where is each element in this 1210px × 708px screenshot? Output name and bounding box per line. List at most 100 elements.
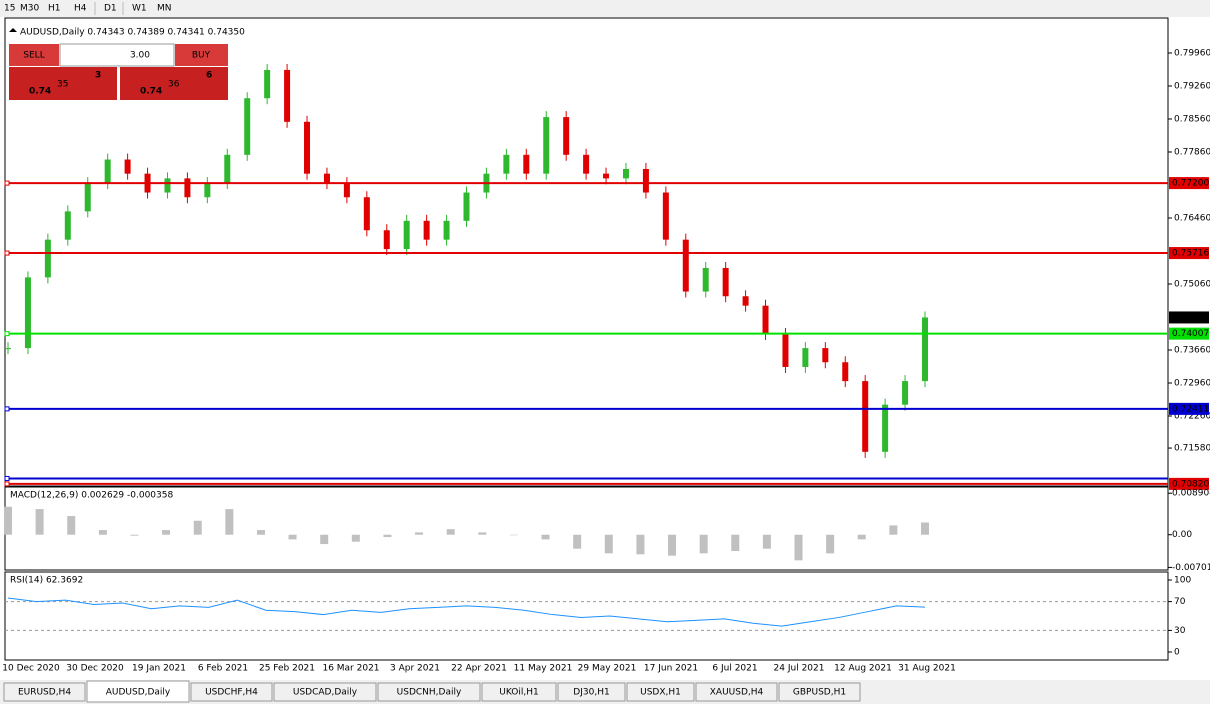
x-tick-label: 16 Mar 2021 [322, 664, 379, 674]
volume-value: 3.00 [130, 51, 150, 61]
candle [84, 183, 91, 212]
current-price-label: 0.74350 [1172, 313, 1209, 323]
candle [343, 183, 350, 198]
tab[interactable] [3, 682, 86, 702]
x-tick-label: 25 Feb 2021 [259, 664, 315, 674]
candle [662, 192, 669, 240]
volume-box[interactable] [59, 43, 175, 67]
x-tick-label: 12 Aug 2021 [834, 664, 892, 674]
y-tick-label: -0.007013 [1172, 563, 1210, 573]
timeframe-button[interactable]: D1 [104, 4, 117, 14]
tab[interactable] [557, 682, 626, 702]
candle [403, 220, 410, 250]
x-tick-label: 29 May 2021 [578, 664, 637, 674]
macd-bar [573, 534, 582, 549]
candle [423, 220, 430, 240]
buy-button[interactable] [175, 44, 228, 66]
y-tick-label: 0 [1174, 648, 1180, 658]
level-handle [4, 250, 10, 256]
candle [363, 197, 370, 231]
macd-bar [98, 530, 107, 535]
candle [323, 173, 330, 184]
price-box[interactable] [120, 67, 228, 100]
level-handle [4, 481, 10, 487]
y-tick-label: 0.79960 [1174, 48, 1210, 58]
price-prefix: 0.74 [29, 87, 51, 97]
macd-bar [320, 534, 329, 545]
x-tick-label: 31 Aug 2021 [898, 664, 956, 674]
level-label: 0.70820 [1172, 479, 1209, 489]
level-label: 0.77200 [1172, 179, 1209, 189]
y-tick-label: 70 [1174, 597, 1186, 607]
y-tick-label: 0.72960 [1174, 378, 1210, 388]
tab[interactable] [695, 682, 778, 702]
toolbar [0, 0, 1210, 17]
macd-title: MACD(12,26,9) 0.002629 -0.000358 [10, 491, 173, 501]
macd-bar [383, 534, 392, 538]
macd-bar [351, 534, 360, 542]
macd-bar [415, 532, 424, 535]
macd-bar [288, 534, 297, 540]
candle [822, 348, 829, 363]
candle [762, 305, 769, 334]
x-tick-label: 6 Jul 2021 [712, 664, 757, 674]
candle [583, 154, 590, 174]
tab[interactable] [778, 682, 861, 702]
macd-bar [256, 530, 265, 535]
tab-label: EURUSD,H4 [18, 688, 71, 698]
macd-bar [604, 534, 613, 554]
macd-bar [921, 522, 929, 535]
tab[interactable] [377, 682, 481, 702]
tab[interactable] [481, 682, 557, 702]
candle [24, 277, 31, 349]
level-handle [4, 475, 10, 481]
candle [304, 121, 311, 174]
candle [5, 348, 11, 350]
x-tick-label: 11 May 2021 [514, 664, 573, 674]
candle [44, 239, 51, 278]
macd-bar [193, 520, 202, 535]
tab-label: XAUUSD,H4 [710, 688, 764, 698]
tab-label: USDCAD,Daily [293, 688, 358, 698]
macd-bar [478, 532, 487, 535]
macd-bar [225, 509, 234, 535]
candle [463, 192, 470, 221]
candle [503, 154, 510, 174]
timeframe-button[interactable]: MN [157, 4, 172, 14]
timeframe-button[interactable]: H1 [48, 4, 61, 14]
level-handle [4, 406, 10, 412]
y-tick-label: 0.78560 [1174, 114, 1210, 124]
macd-bar [130, 534, 139, 536]
y-tick-label: 0.76460 [1174, 213, 1210, 223]
x-tick-label: 3 Apr 2021 [390, 664, 440, 674]
candle [244, 98, 251, 155]
tab[interactable] [273, 682, 377, 702]
candle [64, 211, 71, 240]
price-box[interactable] [9, 67, 117, 100]
y-tick-label: 0.75060 [1174, 279, 1210, 289]
collapse-icon [9, 28, 17, 32]
price-main: 35 [57, 80, 68, 90]
sell-button[interactable] [9, 44, 59, 66]
rsi-pane [4, 571, 1169, 661]
price-prefix: 0.74 [140, 87, 162, 97]
x-tick-label: 24 Jul 2021 [774, 664, 825, 674]
tab[interactable] [86, 680, 190, 703]
level-label: 0.72411 [1172, 404, 1209, 414]
timeframe-button[interactable]: H4 [74, 4, 87, 14]
timeframe-button[interactable]: 15 [4, 4, 15, 14]
timeframe-button[interactable]: M30 [20, 4, 39, 14]
timeframe-button[interactable]: W1 [132, 4, 147, 14]
tab-label: GBPUSD,H1 [793, 688, 846, 698]
y-tick-label: 30 [1174, 626, 1186, 636]
tab[interactable] [190, 682, 273, 702]
candle [642, 168, 649, 193]
tab[interactable] [626, 682, 695, 702]
level-label-bg [1169, 477, 1209, 490]
macd-bar [541, 534, 550, 540]
candle [443, 220, 450, 240]
x-tick-label: 10 Dec 2020 [2, 664, 60, 674]
macd-bar [731, 534, 740, 552]
